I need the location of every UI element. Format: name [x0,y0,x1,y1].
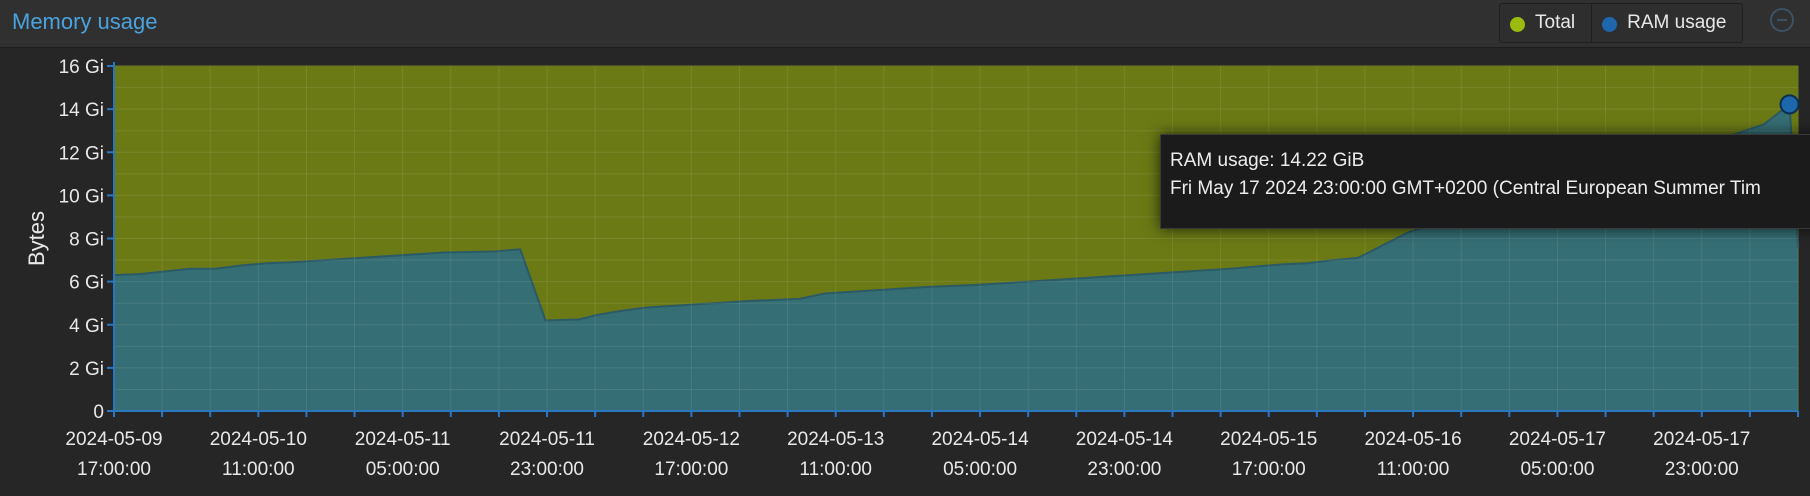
y-tick-label: 2 Gi [69,359,104,380]
total-legend-dot-icon [1510,16,1525,32]
y-tick-label: 0 [93,402,104,423]
chart-legend: Total RAM usage [1499,3,1744,43]
panel-title: Memory usage [12,9,158,34]
x-tick-label-date: 2024-05-13 [787,429,884,450]
memory-usage-chart[interactable]: 0 2 Gi 4 Gi 6 Gi 8 Gi 10 Gi 12 Gi 14 Gi 16 Gi Byt… [0,48,1810,496]
x-tick-label-date: 2024-05-14 [931,429,1029,450]
x-tick-label-date: 2024-05-16 [1364,429,1461,450]
y-tick-label: 12 Gi [59,143,104,164]
tooltip-date: Fri May 17 2024 23:00:00 GMT+0200 (Centr… [1170,178,1761,199]
y-tick-label: 14 Gi [59,100,104,121]
ram-usage-legend-dot-icon [1602,16,1618,32]
x-tick-label-time: 11:00:00 [222,459,295,480]
y-tick-label: 8 Gi [69,230,104,251]
collapse-icon[interactable] [1770,8,1794,32]
x-tick-label-time: 23:00:00 [510,459,584,480]
highlighted-data-point [1779,94,1800,115]
chart-grid [114,65,1799,411]
x-tick-label-date: 2024-05-14 [1076,429,1174,450]
panel-header: Memory usage Total RAM usage [0,0,1810,48]
y-tick-label: 6 Gi [69,273,104,294]
legend-item-total[interactable]: Total [1500,4,1591,42]
x-tick-label-date: 2024-05-12 [643,429,740,450]
x-tick-label-date: 2024-05-11 [355,429,451,450]
y-axis-title: Bytes [24,211,49,266]
x-tick-label-time: 17:00:00 [77,459,151,480]
y-tick-label: 10 Gi [59,186,104,207]
x-tick-label-time: 23:00:00 [1665,459,1739,480]
x-tick-label-date: 2024-05-17 [1509,429,1606,450]
x-tick-label-date: 2024-05-17 [1653,429,1750,450]
ram-usage-series-area [114,104,1798,411]
legend-label-ram-usage: RAM usage [1627,12,1727,33]
tooltip-value: RAM usage: 14.22 GiB [1170,150,1365,171]
x-tick-label-time: 23:00:00 [1087,459,1161,480]
legend-item-ram-usage[interactable]: RAM usage [1591,4,1742,42]
x-tick-label-time: 11:00:00 [1377,459,1450,480]
x-tick-label-date: 2024-05-15 [1220,429,1317,450]
x-tick-label-time: 05:00:00 [366,459,440,480]
x-tick-label-date: 2024-05-10 [210,429,307,450]
x-tick-label-time: 05:00:00 [943,459,1017,480]
x-tick-label-date: 2024-05-09 [65,429,162,450]
chart-tooltip: RAM usage: 14.22 GiB Fri May 17 2024 23:… [1160,134,1810,229]
x-tick-label-date: 2024-05-11 [499,429,595,450]
x-tick-label-time: 11:00:00 [799,459,872,480]
x-tick-label-time: 17:00:00 [1232,459,1306,480]
x-tick-label-time: 05:00:00 [1520,459,1594,480]
legend-label-total: Total [1535,12,1576,33]
y-tick-label: 16 Gi [59,57,104,78]
y-tick-label: 4 Gi [69,316,104,337]
x-tick-label-time: 17:00:00 [654,459,728,480]
